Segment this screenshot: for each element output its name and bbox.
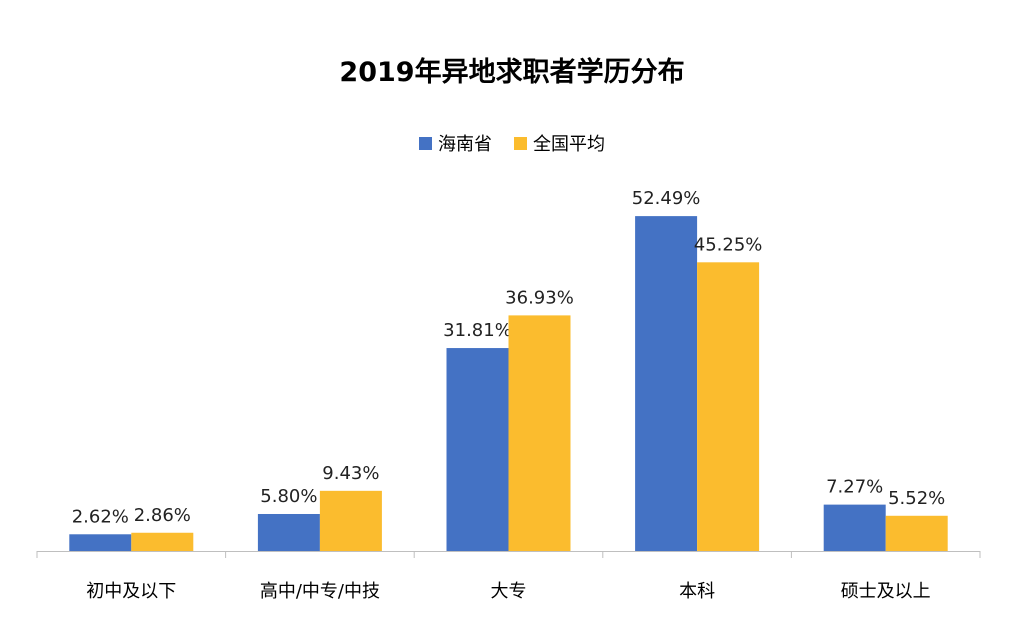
bar-hainan-2 bbox=[446, 348, 509, 551]
category-label-4: 硕士及以上 bbox=[841, 581, 931, 602]
data-label-hainan-4: 7.27% bbox=[826, 477, 883, 498]
legend-item-national: 全国平均 bbox=[514, 130, 605, 156]
data-label-national-4: 5.52% bbox=[888, 488, 945, 509]
legend-swatch-hainan bbox=[419, 136, 432, 150]
bar-national-0 bbox=[131, 532, 194, 551]
data-label-national-2: 36.93% bbox=[505, 287, 574, 308]
legend-label-hainan: 海南省 bbox=[438, 134, 492, 155]
data-label-hainan-1: 5.80% bbox=[260, 486, 317, 507]
bar-national-1 bbox=[319, 490, 382, 551]
bar-hainan-1 bbox=[257, 513, 320, 551]
category-label-2: 大专 bbox=[491, 581, 527, 602]
legend: 海南省 全国平均 bbox=[0, 130, 1024, 156]
legend-item-hainan: 海南省 bbox=[419, 130, 492, 156]
category-label-1: 高中/中专/中技 bbox=[260, 581, 380, 602]
data-label-national-1: 9.43% bbox=[322, 463, 379, 484]
bar-national-4 bbox=[885, 515, 948, 551]
bar-hainan-4 bbox=[823, 504, 886, 551]
category-label-3: 本科 bbox=[679, 581, 715, 602]
data-label-national-3: 45.25% bbox=[694, 234, 763, 255]
legend-label-national: 全国平均 bbox=[533, 134, 605, 155]
bar-national-2 bbox=[508, 315, 571, 551]
data-label-national-0: 2.86% bbox=[134, 505, 191, 526]
data-label-hainan-2: 31.81% bbox=[443, 320, 512, 341]
data-label-hainan-3: 52.49% bbox=[632, 188, 701, 209]
bar-hainan-3 bbox=[635, 216, 698, 551]
category-label-0: 初中及以下 bbox=[86, 581, 176, 602]
legend-swatch-national bbox=[514, 136, 527, 150]
chart-title: 2019年异地求职者学历分布 bbox=[339, 57, 685, 88]
bar-hainan-0 bbox=[69, 534, 132, 551]
data-label-hainan-0: 2.62% bbox=[72, 506, 129, 527]
bar-national-3 bbox=[697, 262, 760, 551]
